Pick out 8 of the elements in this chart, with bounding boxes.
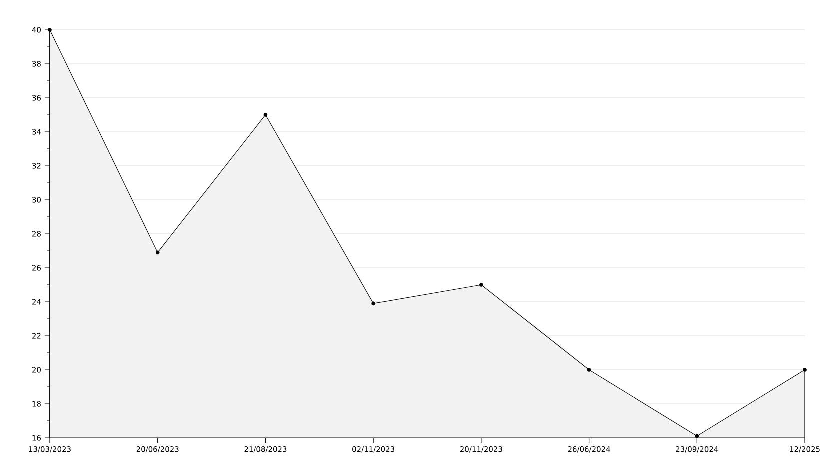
point (803, 368, 807, 372)
point (48, 28, 52, 32)
point (372, 302, 376, 306)
point (587, 368, 592, 372)
point (695, 434, 700, 438)
point (156, 250, 160, 255)
point (480, 283, 484, 287)
point (264, 113, 268, 117)
